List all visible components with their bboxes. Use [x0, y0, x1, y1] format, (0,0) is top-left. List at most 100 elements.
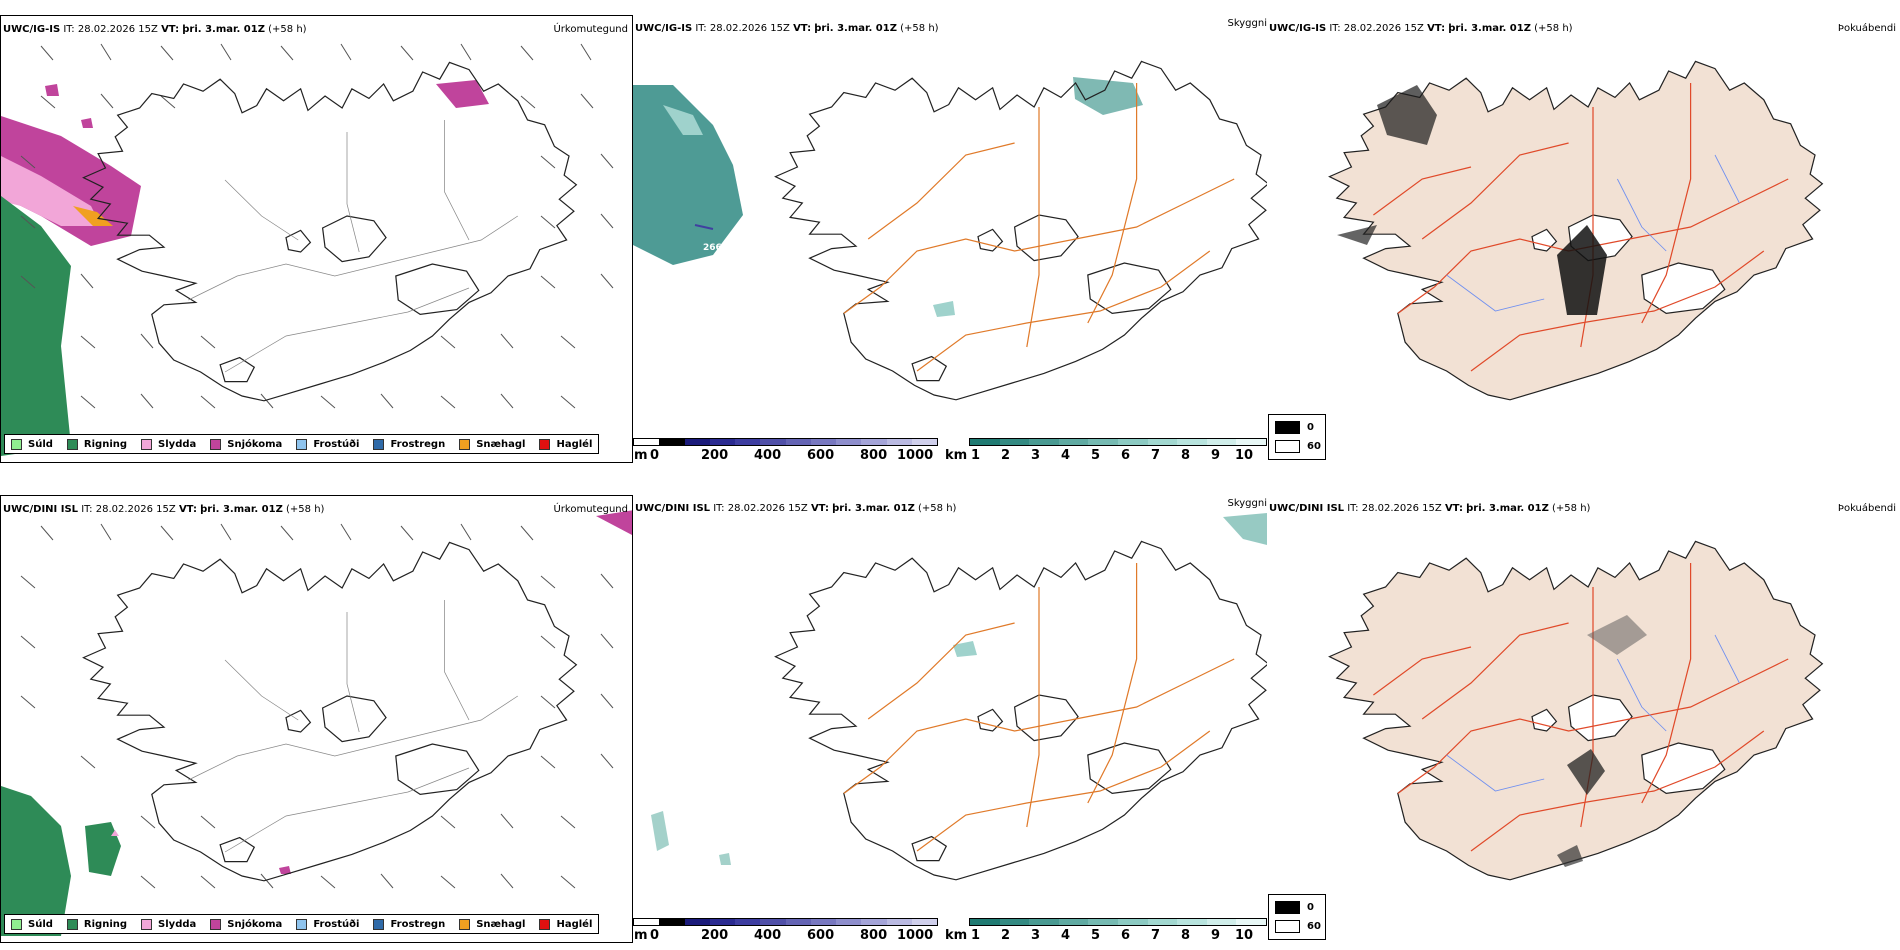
legend-label: Snjókoma	[227, 438, 283, 450]
cbar-seg	[1236, 919, 1266, 925]
visibility-header-bottom: UWC/DINI ISL IT: 28.02.2026 15Z VT: þri.…	[635, 503, 956, 514]
cbar-seg	[1029, 439, 1059, 445]
legend-label: Rigning	[83, 918, 128, 930]
model-name: UWC/IG-IS	[3, 24, 61, 35]
roads	[188, 600, 519, 853]
legend-label: Snæhagl	[476, 918, 526, 930]
precip-panel-bottom: UWC/DINI ISL IT: 28.02.2026 15Z VT: þri.…	[0, 495, 633, 943]
vt-label: VT:	[810, 503, 829, 514]
rain-area	[1, 196, 71, 456]
vis-area-ne	[1073, 77, 1143, 115]
cbar-seg	[836, 439, 862, 445]
it-label: IT:	[695, 23, 707, 34]
visibility-colorbar-bottom: km 1 2 3 4 5 6 7 8 9 10	[945, 918, 1267, 943]
legend-item: Rigning	[66, 438, 127, 450]
rain-area	[1, 786, 71, 936]
legend-swatch	[141, 438, 153, 450]
roads	[1373, 563, 1789, 852]
sleet-spot	[111, 830, 119, 836]
cbar-seg	[634, 919, 660, 925]
cbar-seg	[810, 919, 836, 925]
vis-tick: 8	[1181, 928, 1191, 943]
legend-swatch	[141, 918, 153, 930]
vt-label: VT:	[1444, 503, 1463, 514]
wind-barbs	[20, 523, 614, 889]
rivers	[1446, 154, 1740, 312]
legend-swatch	[539, 438, 551, 450]
terrain-contour	[694, 224, 714, 230]
snow-spot	[279, 866, 291, 874]
fog-map-top	[1328, 60, 1823, 401]
cbar-seg	[735, 439, 761, 445]
vt-value: þri. 3.mar. 01Z	[814, 23, 897, 34]
cbar-seg	[911, 919, 937, 925]
snow-area	[596, 510, 632, 535]
legend-swatch	[296, 438, 308, 450]
vis-tick: 8	[1181, 448, 1191, 463]
height-tick: 1000	[897, 448, 934, 463]
vis-tick: 5	[1091, 448, 1101, 463]
height-tick: 0	[650, 448, 660, 463]
visibility-title-bottom: Skyggni	[1227, 498, 1267, 509]
roads	[843, 563, 1235, 852]
roads	[188, 120, 519, 373]
legend-label: Snjókoma	[227, 918, 283, 930]
roads	[843, 83, 1235, 372]
cbar-seg	[760, 439, 786, 445]
cbar-seg	[836, 919, 862, 925]
model-name: UWC/DINI ISL	[3, 504, 79, 515]
legend-label: Súld	[28, 438, 53, 450]
vis-area-center	[953, 641, 977, 657]
vis-bar-swatches	[969, 438, 1267, 446]
height-tick: 200	[701, 928, 729, 943]
vis-tick: 10	[1235, 448, 1254, 463]
vis-tick: 1	[971, 448, 981, 463]
cbar-seg	[684, 919, 710, 925]
it-value: 28.02.2026 15Z	[95, 504, 176, 515]
fog-area	[1557, 845, 1583, 867]
cbar-seg	[684, 439, 710, 445]
vis-tick: 2	[1001, 448, 1011, 463]
legend-item: Súld	[11, 918, 53, 930]
lead-time: (+58 h)	[286, 504, 325, 515]
fog-legend-label: 60	[1307, 921, 1321, 932]
height-tick: 800	[860, 448, 888, 463]
fog-header-top: UWC/IG-IS IT: 28.02.2026 15Z VT: þri. 3.…	[1269, 23, 1573, 34]
cbar-seg	[1206, 919, 1237, 925]
legend-swatch	[296, 918, 308, 930]
fog-legend-label: 0	[1307, 902, 1314, 913]
cbar-seg	[861, 439, 887, 445]
cbar-seg	[735, 919, 761, 925]
vis-tick: 2	[1001, 928, 1011, 943]
vis-tick: 6	[1121, 928, 1131, 943]
iceland-outline	[1328, 540, 1823, 881]
vis-tick: 10	[1235, 928, 1254, 943]
model-name: UWC/DINI ISL	[1269, 503, 1345, 514]
cbar-seg	[970, 439, 1000, 445]
vt-label: VT:	[178, 504, 197, 515]
fog-legend-label: 60	[1307, 441, 1321, 452]
fog-legend-bottom: 0 60	[1268, 894, 1326, 940]
model-name: UWC/IG-IS	[1269, 23, 1327, 34]
legend-item: Slydda	[141, 438, 196, 450]
vis-tick: 9	[1211, 928, 1221, 943]
vis-bar-swatches	[969, 918, 1267, 926]
height-colorbar-bottom: m 0 200 400 600 800 1000	[633, 918, 938, 943]
visibility-map-top	[633, 60, 1267, 401]
vt-value: þri. 3.mar. 01Z	[1466, 503, 1549, 514]
height-tick: 1000	[897, 928, 934, 943]
precip-header-top: UWC/IG-IS IT: 28.02.2026 15Z VT: þri. 3.…	[3, 24, 307, 35]
cbar-seg	[634, 439, 660, 445]
cbar-seg	[659, 919, 685, 925]
fog-panel-bottom: UWC/DINI ISL IT: 28.02.2026 15Z VT: þri.…	[1267, 495, 1900, 943]
vis-tick: 3	[1031, 448, 1041, 463]
model-name: UWC/IG-IS	[635, 23, 693, 34]
lead-time: (+58 h)	[268, 24, 307, 35]
fog-legend-label: 0	[1307, 422, 1314, 433]
vt-value: þri. 3.mar. 01Z	[832, 503, 915, 514]
legend-swatch	[66, 438, 78, 450]
cbar-seg	[709, 439, 735, 445]
model-name: UWC/DINI ISL	[635, 503, 711, 514]
legend-swatch	[210, 438, 222, 450]
vis-unit: km	[945, 448, 968, 463]
